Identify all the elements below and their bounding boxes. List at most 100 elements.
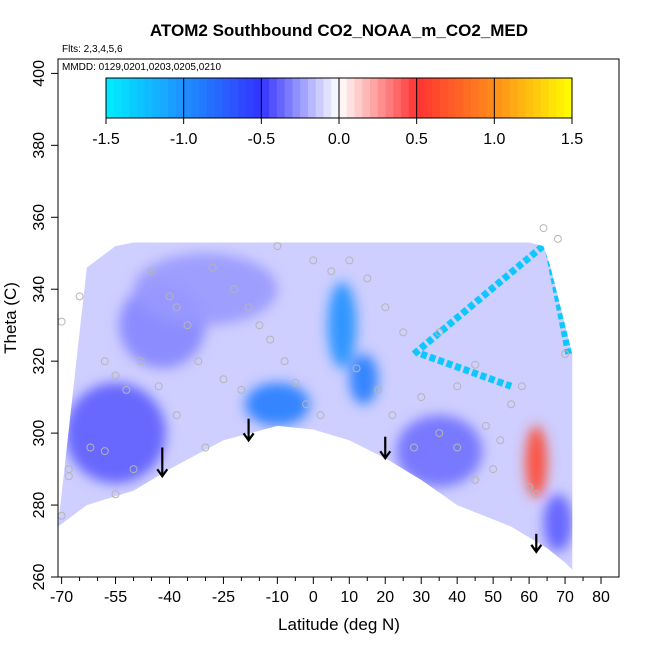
colorbar-swatch <box>354 78 363 118</box>
colorbar-swatch <box>439 78 449 118</box>
flight-marker <box>345 256 354 265</box>
flight-marker <box>147 267 156 276</box>
colorbar-swatch <box>362 78 371 118</box>
x-tick-label: -55 <box>104 589 127 606</box>
colorbar-swatch <box>564 78 573 118</box>
arrow-head <box>242 432 255 443</box>
colorbar-swatch <box>175 78 185 118</box>
colorbar-swatch <box>214 78 224 118</box>
y-tick-label: 360 <box>31 204 48 231</box>
flight-marker <box>453 382 462 391</box>
field-blob <box>396 415 483 488</box>
dates-subtitle: MMDD: 0129,0201,0203,0205,0210 <box>62 62 221 73</box>
flight-marker <box>489 465 498 474</box>
flight-marker <box>309 256 318 265</box>
x-tick-label: 30 <box>412 589 430 606</box>
colorbar-swatch <box>253 78 262 118</box>
flight-marker <box>237 385 246 394</box>
flight-marker <box>553 234 562 243</box>
x-tick-label: 10 <box>340 589 358 606</box>
flight-marker <box>86 443 95 452</box>
colorbar-swatch <box>331 78 340 118</box>
colorbar-swatch <box>292 78 301 118</box>
colorbar-swatch <box>152 78 161 118</box>
colorbar-swatch <box>486 78 495 118</box>
flight-markers <box>58 224 570 520</box>
contour-line <box>411 242 550 357</box>
colorbar-swatch <box>346 78 356 118</box>
flight-marker <box>481 421 490 430</box>
flight-marker <box>352 364 361 373</box>
x-tick-label: 60 <box>520 589 538 606</box>
flights-subtitle: Flts: 2,3,4,5,6 <box>62 44 123 55</box>
flight-marker <box>302 400 311 409</box>
x-tick-label: 40 <box>448 589 466 606</box>
x-axis-label: Latitude (deg N) <box>278 615 400 634</box>
flight-marker <box>111 371 120 380</box>
x-tick-label: 20 <box>376 589 394 606</box>
flight-marker <box>154 382 163 391</box>
flight-marker <box>201 443 210 452</box>
flight-marker <box>507 400 516 409</box>
colorbar: -1.5 -1.0 -0.5 0.0 0.5 1.0 1.5 <box>92 77 583 148</box>
field-blobs <box>65 253 573 552</box>
field-blob <box>327 282 357 369</box>
flight-marker <box>496 436 505 445</box>
flight-marker <box>194 357 203 366</box>
colorbar-swatch <box>168 78 177 118</box>
colorbar-swatch <box>408 78 418 118</box>
y-tick-label: 260 <box>31 564 48 591</box>
contour-line <box>420 350 513 390</box>
colorbar-swatch <box>300 78 309 118</box>
flight-marker <box>266 335 275 344</box>
flight-marker <box>244 303 253 312</box>
flight-marker <box>327 267 336 276</box>
flight-marker <box>435 429 444 438</box>
plot-frame <box>57 58 620 578</box>
field-blob <box>65 382 166 484</box>
colorbar-swatch <box>339 78 348 118</box>
y-tick-label: 380 <box>31 132 48 159</box>
colorbar-swatch <box>106 78 115 118</box>
flight-marker <box>410 443 418 452</box>
flight-marker <box>388 411 397 420</box>
x-tick-label: -70 <box>50 589 73 606</box>
flight-marker <box>435 328 444 337</box>
flight-marker <box>280 357 289 366</box>
colorbar-swatch <box>370 78 379 118</box>
colorbar-swatch <box>261 78 270 118</box>
colorbar-swatch <box>556 78 565 118</box>
colorbar-swatch <box>401 78 410 118</box>
colorbar-swatch <box>199 78 208 118</box>
flight-marker <box>230 285 239 294</box>
flight-marker <box>122 385 131 394</box>
flight-marker <box>291 378 300 387</box>
colorbar-tick-label: 1.5 <box>561 131 583 148</box>
flight-marker <box>172 411 181 420</box>
colorbar-swatch <box>494 78 503 118</box>
flight-marker <box>561 350 570 358</box>
flight-marker <box>471 475 480 484</box>
x-axis: -70 -55 -40 -25 -10 0 10 20 30 40 50 60 70 80 <box>50 577 610 606</box>
colorbar-swatch <box>121 78 130 118</box>
flight-marker <box>183 321 192 330</box>
colorbar-swatch <box>471 78 480 118</box>
flight-marker <box>219 375 228 384</box>
flight-marker <box>172 303 181 312</box>
colorbar-swatch <box>424 78 433 118</box>
x-tick-label: -10 <box>266 589 289 606</box>
colorbar-swatch <box>517 78 526 118</box>
y-axis: 260 280 300 320 340 360 380 400 <box>31 60 58 590</box>
colorbar-swatch <box>307 78 317 118</box>
colorbar-swatch <box>245 78 255 118</box>
colorbar-swatch <box>276 78 286 118</box>
flight-marker <box>58 317 66 326</box>
colorbar-tick-label: 1.0 <box>483 131 505 148</box>
x-tick-label: 80 <box>592 589 610 606</box>
colorbar-swatch <box>525 78 534 118</box>
y-tick-label: 300 <box>31 420 48 447</box>
chart-title: ATOM2 Southbound CO2_NOAA_m_CO2_MED <box>150 21 528 40</box>
flight-marker <box>539 224 548 233</box>
field-layer <box>58 242 573 570</box>
